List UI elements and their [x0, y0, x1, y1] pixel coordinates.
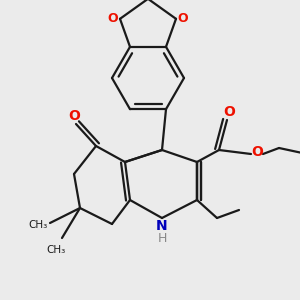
Text: O: O	[68, 109, 80, 123]
Text: CH₃: CH₃	[28, 220, 48, 230]
Text: O: O	[223, 105, 235, 119]
Text: H: H	[157, 232, 167, 244]
Text: O: O	[108, 12, 118, 25]
Text: O: O	[178, 12, 188, 25]
Text: CH₃: CH₃	[46, 245, 66, 255]
Text: N: N	[156, 219, 168, 233]
Text: O: O	[251, 145, 263, 159]
